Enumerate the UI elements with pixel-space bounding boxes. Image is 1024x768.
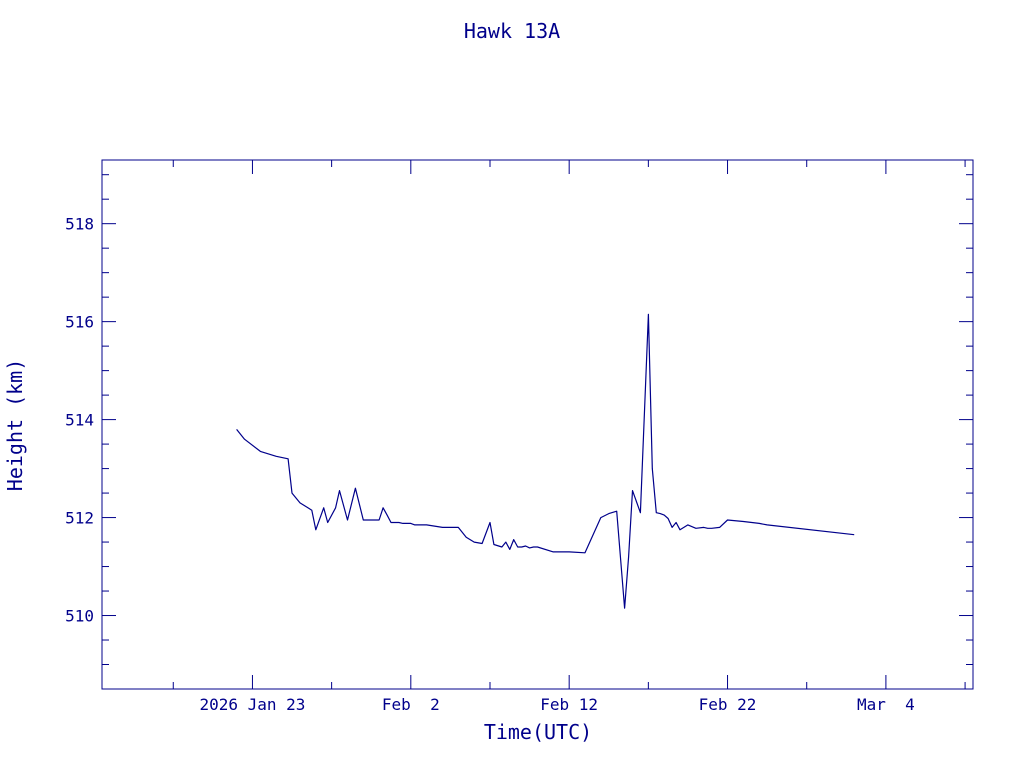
x-tick-label: 2026 Jan 23 [199,695,305,714]
y-tick-label: 516 [65,313,94,332]
x-tick-label: Feb 12 [540,695,598,714]
y-tick-labels: 510 512 514 516 518 [65,215,94,626]
series-group [236,313,855,609]
axis-ticks [102,160,973,690]
plot-area-frame [101,159,974,690]
x-tick-label: Feb 2 [382,695,440,714]
x-tick-label: Feb 22 [699,695,757,714]
y-tick-label: 518 [65,215,94,234]
y-tick-label: 510 [65,607,94,626]
chart-title: Hawk 13A [464,19,560,43]
y-tick-label: 512 [65,509,94,528]
x-tick-label: Mar 4 [857,695,915,714]
series-line [236,313,855,609]
y-axis-label: Height (km) [3,359,27,491]
x-axis-label: Time(UTC) [484,720,592,744]
x-tick-labels: 2026 Jan 23 Feb 2 Feb 12 Feb 22 Mar 4 [199,695,914,714]
y-tick-label: 514 [65,411,94,430]
